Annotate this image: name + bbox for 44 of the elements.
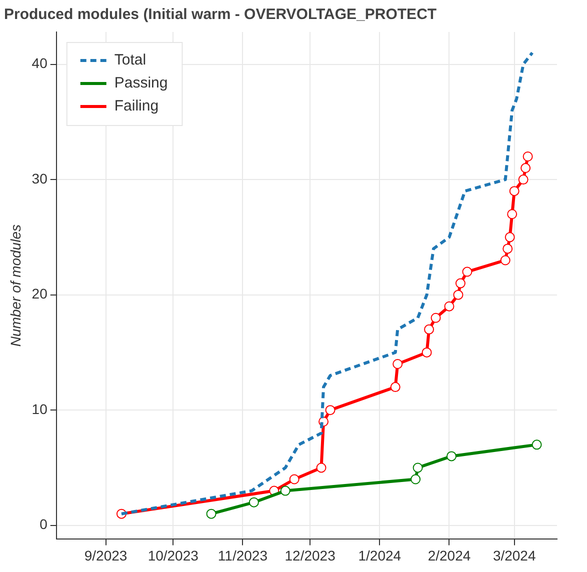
point — [412, 462, 423, 473]
point — [422, 347, 432, 358]
x-tick-label: 11/2023 — [218, 547, 268, 564]
point — [430, 312, 441, 323]
point — [502, 244, 513, 254]
point — [390, 382, 400, 392]
point — [507, 209, 518, 220]
point — [518, 174, 528, 185]
y-tick-label: 10 — [32, 400, 48, 417]
point — [316, 462, 326, 473]
point — [462, 266, 472, 277]
point — [455, 278, 466, 288]
point — [446, 451, 456, 462]
point — [520, 163, 531, 174]
point — [522, 151, 533, 162]
point — [500, 255, 510, 266]
point — [206, 508, 216, 519]
y-tick-label: 30 — [32, 170, 48, 186]
point — [289, 474, 300, 484]
chart-title: Produced modules (Initial warm - OVERVOLTAGE_PROTECT — [4, 6, 437, 24]
point — [325, 405, 336, 416]
y-tick-label: 40 — [32, 55, 48, 72]
point — [444, 301, 454, 312]
point — [453, 290, 464, 300]
x-tick-label: 1/2024 — [358, 547, 402, 564]
y-tick-label: 20 — [32, 286, 48, 302]
legend-label: Failing — [114, 98, 159, 115]
legend-label: Passing — [114, 74, 168, 92]
x-tick-label: 12/2023 — [284, 547, 336, 564]
point — [532, 440, 542, 450]
point — [424, 324, 434, 334]
legend-label: Total — [114, 52, 146, 69]
point — [410, 474, 421, 484]
point — [509, 186, 520, 196]
point — [392, 358, 403, 369]
x-tick-label: 2/2024 — [428, 547, 471, 564]
x-tick-label: 10/2023 — [148, 547, 199, 564]
point — [504, 232, 515, 242]
point — [248, 497, 259, 508]
y-tick-label: 0 — [40, 516, 48, 532]
y-axis-title: Number of modules — [7, 224, 24, 347]
point — [280, 486, 290, 496]
x-tick-label: 9/2023 — [84, 547, 128, 564]
x-tick-label: 3/2024 — [492, 547, 536, 564]
